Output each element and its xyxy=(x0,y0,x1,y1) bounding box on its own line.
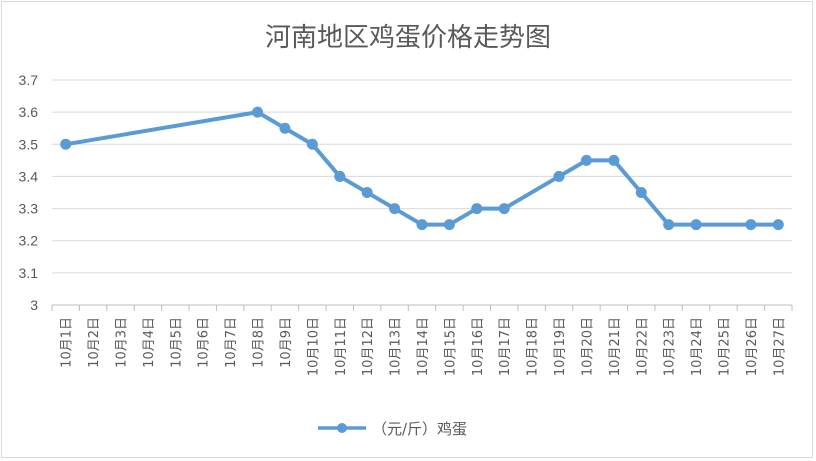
legend-swatch-marker xyxy=(337,423,347,433)
x-tick-label: 10月8日 xyxy=(252,317,267,368)
data-point xyxy=(471,203,483,215)
x-tick-label: 10月13日 xyxy=(389,317,404,376)
data-point xyxy=(334,170,346,182)
x-tick-label: 10月3日 xyxy=(115,317,130,368)
x-tick-label: 10月15日 xyxy=(443,317,458,376)
x-axis-ticks: 10月1日 10月2日 10月3日 10月4日 10月5日 10月6日 10月7日 10月8日… xyxy=(51,305,793,376)
y-axis-ticks: 3 3.1 3.2 3.3 3.4 3.5 3.6 3.7 xyxy=(19,72,39,313)
x-tick-label: 10月23日 xyxy=(663,317,678,376)
data-point xyxy=(361,187,373,198)
data-point xyxy=(635,187,647,198)
x-tick-label: 10月16日 xyxy=(471,317,486,376)
data-point xyxy=(306,138,318,150)
x-tick-label: 10月20日 xyxy=(580,317,595,376)
gridlines xyxy=(52,79,792,306)
data-point xyxy=(553,170,565,182)
x-tick-label: 10月27日 xyxy=(772,317,787,376)
x-tick-label: 10月18日 xyxy=(526,317,541,376)
series-layer xyxy=(60,106,784,231)
x-tick-label: 10月12日 xyxy=(361,317,376,376)
data-point xyxy=(252,106,264,118)
x-tick-label: 10月14日 xyxy=(416,317,431,376)
y-tick-label: 3.4 xyxy=(19,168,39,184)
x-tick-label: 10月19日 xyxy=(553,317,568,376)
data-point xyxy=(279,122,291,134)
y-tick-label: 3.7 xyxy=(19,72,39,88)
x-tick-label: 10月9日 xyxy=(279,317,294,368)
x-tick-label: 10月25日 xyxy=(717,317,732,376)
x-tick-label: 10月6日 xyxy=(197,317,212,368)
x-tick-label: 10月24日 xyxy=(690,317,705,376)
chart-title: 河南地区鸡蛋价格走势图 xyxy=(265,23,551,53)
y-tick-label: 3.3 xyxy=(19,201,39,217)
x-tick-label: 10月2日 xyxy=(87,317,102,368)
legend-label: （元/斤）鸡蛋 xyxy=(372,420,467,438)
series-line xyxy=(63,110,781,227)
data-point xyxy=(416,219,428,231)
y-tick-label: 3.6 xyxy=(19,104,39,120)
x-tick-label: 10月7日 xyxy=(224,317,239,368)
x-tick-label: 10月4日 xyxy=(142,317,157,368)
data-point xyxy=(389,203,401,215)
y-tick-label: 3.5 xyxy=(19,136,39,152)
x-tick-label: 10月21日 xyxy=(608,317,623,376)
data-point xyxy=(498,203,510,215)
data-point xyxy=(443,219,455,231)
data-point xyxy=(60,138,72,150)
x-tick-label: 10月5日 xyxy=(169,317,184,368)
x-tick-label: 10月26日 xyxy=(745,317,760,376)
x-tick-label: 10月1日 xyxy=(60,317,75,368)
data-point xyxy=(690,219,702,231)
data-point xyxy=(580,154,592,166)
data-point xyxy=(608,154,620,166)
data-point xyxy=(745,219,757,231)
legend: （元/斤）鸡蛋 xyxy=(318,420,467,438)
x-tick-label: 10月17日 xyxy=(498,317,513,376)
x-tick-label: 10月11日 xyxy=(334,317,349,376)
y-tick-label: 3.2 xyxy=(19,233,39,249)
x-tick-label: 10月22日 xyxy=(635,317,650,376)
x-tick-label: 10月10日 xyxy=(306,317,321,376)
data-point xyxy=(663,219,675,231)
data-point xyxy=(772,219,784,231)
y-tick-label: 3 xyxy=(30,297,38,313)
y-tick-label: 3.1 xyxy=(19,265,39,281)
